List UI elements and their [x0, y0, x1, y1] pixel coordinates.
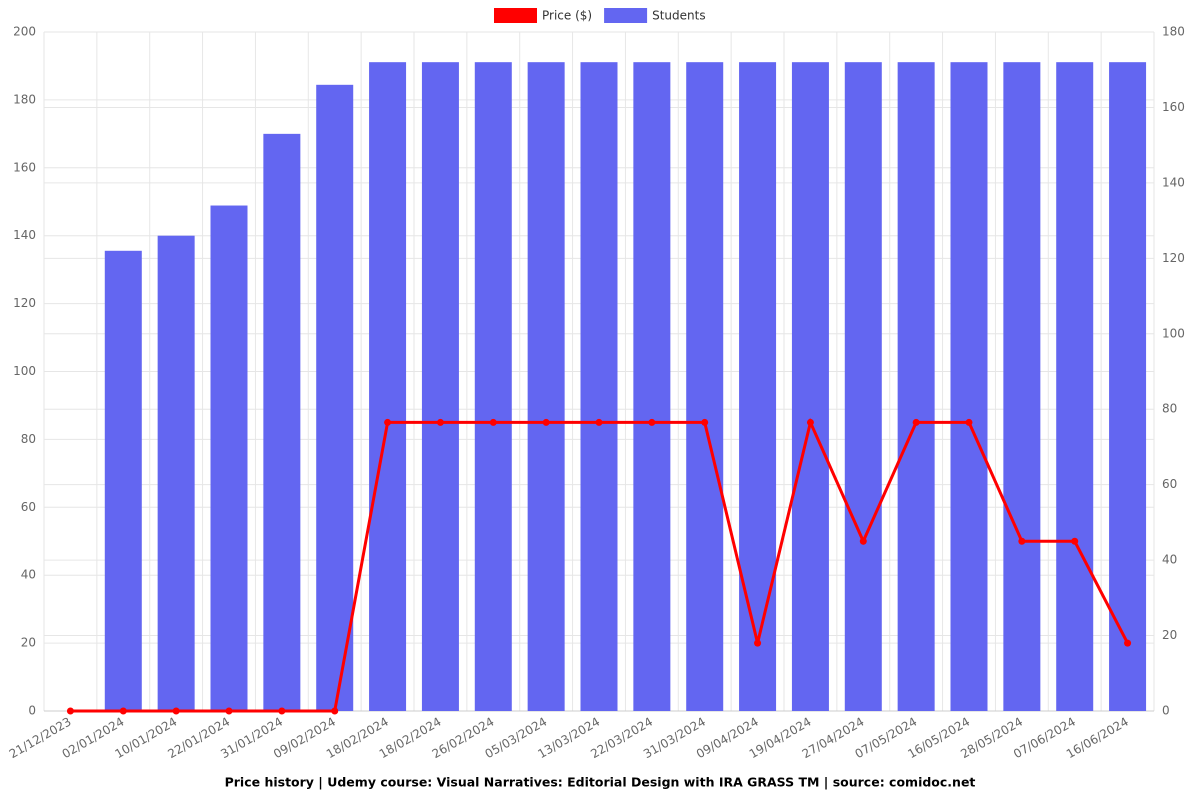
y-tick-label: 20 [21, 636, 36, 650]
point [965, 418, 973, 426]
point [859, 537, 867, 545]
legend-label: Price ($) [542, 9, 592, 23]
bar [157, 235, 195, 711]
point [436, 418, 444, 426]
point [754, 639, 762, 647]
bar [210, 205, 248, 711]
bar [844, 62, 882, 711]
y2-tick-label: 160 [1162, 100, 1185, 114]
point [1018, 537, 1026, 545]
point [331, 707, 339, 715]
bar [316, 84, 354, 712]
point [1124, 639, 1132, 647]
y-tick-label: 40 [21, 568, 36, 582]
bar [421, 62, 459, 711]
bar [1109, 62, 1147, 711]
bar [527, 62, 565, 711]
y-tick-label: 60 [21, 500, 36, 514]
y2-tick-label: 180 [1162, 25, 1185, 39]
point [278, 707, 286, 715]
y-tick-label: 100 [13, 364, 36, 378]
y2-tick-label: 120 [1162, 251, 1185, 265]
y-tick-label: 160 [13, 160, 36, 174]
bar [739, 62, 777, 711]
bar [580, 62, 618, 711]
y-tick-label: 120 [13, 296, 36, 310]
bar [474, 62, 512, 711]
y-tick-label: 140 [13, 228, 36, 242]
point [1071, 537, 1079, 545]
y-tick-label: 200 [13, 25, 36, 39]
legend-swatch [604, 8, 648, 23]
y2-tick-label: 60 [1162, 477, 1177, 491]
point [595, 418, 603, 426]
point [489, 418, 497, 426]
bar [686, 62, 724, 711]
point [225, 707, 233, 715]
point [66, 707, 74, 715]
y-tick-label: 180 [13, 92, 36, 106]
bar [263, 133, 301, 712]
chart-title: Price history | Udemy course: Visual Nar… [225, 775, 976, 790]
bar [791, 62, 829, 711]
point [912, 418, 920, 426]
legend-label: Students [652, 9, 706, 23]
bar [369, 62, 407, 711]
point [806, 418, 814, 426]
bar [950, 62, 988, 711]
point [172, 707, 180, 715]
point [648, 418, 656, 426]
bar [1003, 62, 1041, 711]
y2-tick-label: 140 [1162, 175, 1185, 189]
y2-tick-label: 80 [1162, 402, 1177, 416]
y2-tick-label: 20 [1162, 628, 1177, 642]
bar [104, 250, 142, 712]
y2-tick-label: 100 [1162, 326, 1185, 340]
legend-swatch [494, 8, 537, 23]
point [701, 418, 709, 426]
point [384, 418, 392, 426]
bar [633, 62, 671, 711]
bar [897, 62, 935, 711]
point [542, 418, 550, 426]
y2-tick-label: 0 [1162, 704, 1170, 718]
point [119, 707, 127, 715]
y-tick-label: 0 [28, 704, 36, 718]
bar [1056, 62, 1094, 711]
y-tick-label: 80 [21, 432, 36, 446]
y2-tick-label: 40 [1162, 553, 1177, 567]
